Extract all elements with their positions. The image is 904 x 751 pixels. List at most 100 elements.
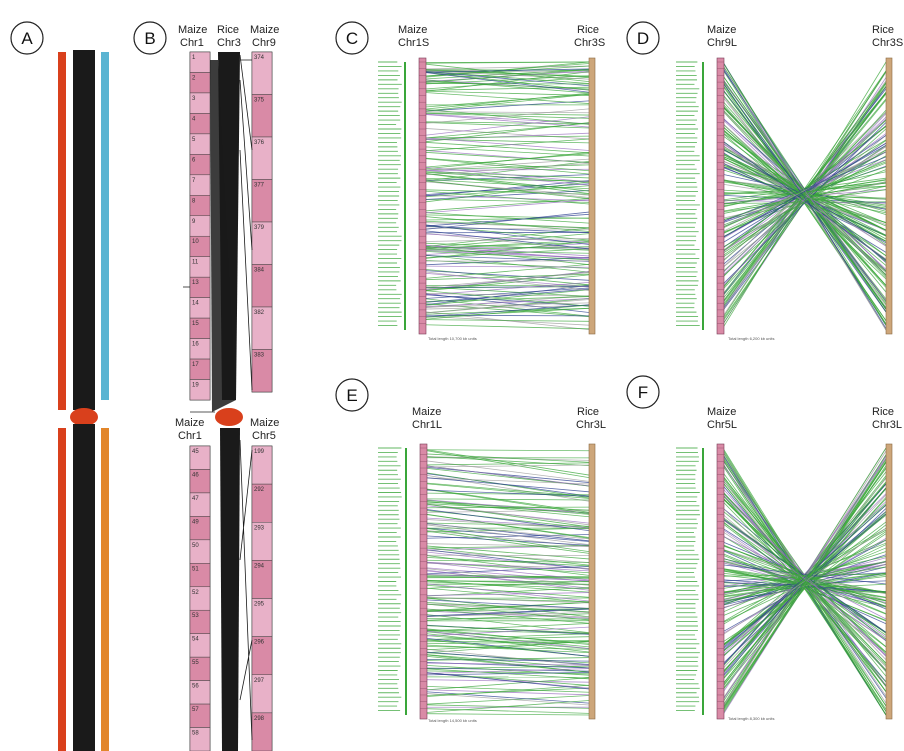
panel-e-synteny-line [425,603,590,621]
panel-f-synteny-line [722,487,887,673]
panel-e-synteny-line [425,693,590,706]
panel-c-synteny-line [424,114,590,128]
panel-b-maize-chr1-long-band-label: 58 [192,731,199,737]
panel-e-synteny-line [425,623,590,632]
panel-b-maize-chr1-long-band-label: 50 [192,543,199,549]
panel-b-maize-chr1-short-band-label: 16 [192,342,199,348]
panel-c-synteny-line [424,270,590,281]
panel-c-footer: Total length 10,700 kb units [428,336,477,341]
panel-b-maize-chr5-band-label: 297 [254,678,265,684]
panel-c-rice-chromosome [588,57,596,335]
panel-b-maize-chr1-short-band-label: 1 [192,55,196,61]
panel-b-top-label-maize-chr1-species: Maize [178,24,207,36]
panel-e-synteny-line [425,592,590,596]
panel-c-synteny-line [424,211,590,230]
panel-e-synteny-line [425,501,590,511]
panel-e-left-chr: Chr1L [412,419,442,431]
panel-e-synteny-line [425,687,590,696]
panel-c-synteny-line [424,241,590,250]
panel-b-maize-chr1-long-band-label: 53 [192,613,199,619]
panel-d-synteny-line [722,140,887,261]
panel-f: F Maize Chr5L Rice Chr3L Total length 8,… [626,375,902,721]
panel-c-synteny-line [424,168,590,171]
panel-e-synteny-line [425,510,590,529]
panel-d-synteny-line [722,135,887,257]
panel-d-synteny-line [722,71,887,318]
panel-d-synteny-line [722,179,887,205]
panel-e-synteny-line [425,498,590,501]
panel-e: E Maize Chr1L Rice Chr3L Total length 14… [335,378,606,723]
panel-c-synteny-line [424,157,590,172]
panel-c-synteny-line [424,179,590,190]
panel-e-synteny-line [425,567,590,582]
panel-b-bottom-label-maize-chr1-chr: Chr1 [178,430,202,442]
panel-d-left-chr: Chr9L [707,37,737,49]
panel-c-synteny-line [424,172,590,192]
panel-e-synteny-line [425,499,590,514]
panel-e-synteny-line [425,581,590,590]
panel-f-synteny-line [722,572,887,593]
panel-c-synteny-line [424,302,590,308]
panel-e-synteny-line [425,596,590,604]
panel-c-synteny-line [424,294,590,307]
panel-b-maize-chr5-band-label: 294 [254,563,265,569]
panel-e-synteny-line [425,527,590,533]
panel-c-synteny-line [424,181,590,203]
panel-c-synteny-line [424,68,590,73]
panel-b-maize-chr1-short-band-label: 2 [192,75,196,81]
panel-f-right-chr: Chr3L [872,419,902,431]
panel-f-label-circle [626,375,660,409]
panel-a-orange-bar [101,428,109,751]
panel-e-synteny-line [425,636,590,641]
panel-c-synteny-line [424,213,590,227]
panel-d: D Maize Chr9L Rice Chr3S Total length 6,… [626,21,903,341]
panel-e-synteny-line [425,612,590,617]
panel-f-right-species: Rice [872,406,894,418]
panel-b-maize-chr1-long-band-label: 52 [192,590,199,596]
panel-c-synteny-line [424,271,590,290]
panel-e-synteny-line [425,599,590,609]
panel-c-synteny-line [424,137,590,151]
panel-c-synteny-line [424,81,590,90]
panel-a-black-chromosome-bottom [73,424,95,751]
panel-e-synteny-line [425,625,590,634]
panel-f-synteny-line [722,522,887,640]
panel-c-synteny-line [424,324,590,330]
panel-e-synteny-line [425,654,590,669]
panel-e-synteny-line [425,488,590,513]
panel-e-synteny-line [425,456,590,467]
panel-c-right-chr: Chr3S [574,37,605,49]
panel-c-synteny-line [424,242,590,251]
panel-b-maize-chr1-short-band-label: 15 [192,321,199,327]
panel-e-synteny-line [425,492,590,496]
panel-b-maize-chr9-band-label: 374 [254,55,265,61]
panel-e-synteny-line [425,700,590,713]
panel-b-maize-chr9: 374 375 376 377 379 384 382 383 [251,51,273,393]
panel-c-synteny-line [424,173,590,194]
panel-f-synteny-line [722,494,887,656]
panel-c-synteny-line [424,72,590,93]
panel-c-synteny-line [424,108,590,125]
panel-b-maize-chr1-short-band-label: 5 [192,137,196,143]
panel-a-letter: A [21,29,33,48]
panel-e-synteny-line [425,579,590,585]
panel-d-synteny-line [722,144,887,238]
panel-b-maize-chr1-short-band-label: 9 [192,219,196,225]
panel-e-synteny-line [425,465,590,487]
panel-c-synteny-line [424,314,590,317]
panel-e-synteny-line [425,574,590,581]
panel-b-maize-chr1-long-band-label: 54 [192,637,199,643]
panel-b-wedge-chr9-lines [239,54,253,391]
panel-c-synteny-line [424,319,590,322]
panel-c-synteny-line [424,116,590,136]
panel-e-synteny-line [425,562,590,581]
panel-b-maize-chr1-long-band-label: 49 [192,519,199,525]
panel-b-maize-chr1-short-band-label: 17 [192,362,199,368]
panel-e-synteny-line [425,569,590,591]
panel-b-bottom-label-maize-chr5-species: Maize [250,417,279,429]
panel-b-centromere [215,408,243,426]
panel-f-synteny-line [722,527,887,636]
panel-d-footer: Total length 6,200 kb units [728,336,774,341]
panel-c-synteny-line [424,299,590,314]
panel-c-synteny-line [424,222,590,229]
